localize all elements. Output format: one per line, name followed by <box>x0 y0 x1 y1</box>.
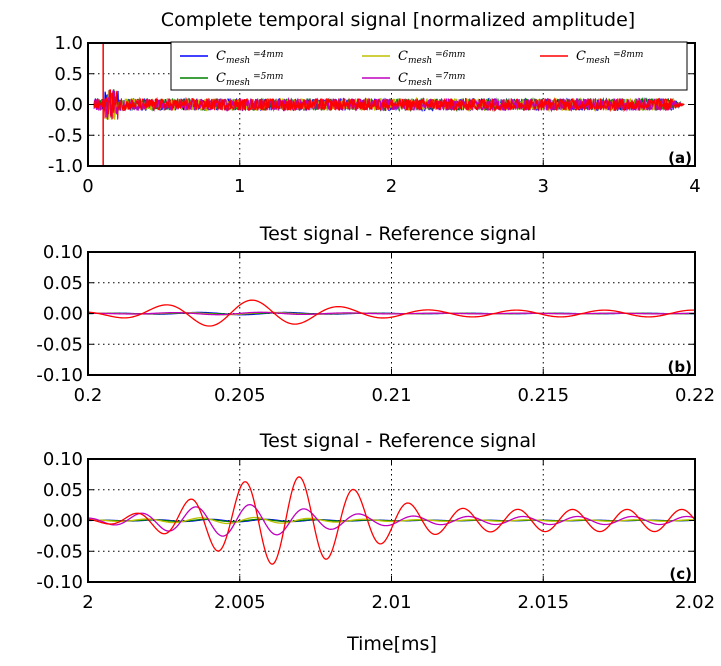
x-tick-label: 2 <box>386 176 397 197</box>
y-tick-label: -0.10 <box>36 572 83 593</box>
chart-title-c: Test signal - Reference signal <box>259 430 537 452</box>
series-line-c <box>87 503 696 537</box>
x-tick-label: 2 <box>82 592 93 613</box>
x-tick-label: 2.015 <box>517 592 569 613</box>
chart-title-b: Test signal - Reference signal <box>259 223 537 245</box>
y-tick-label: 0.0 <box>54 95 83 116</box>
x-tick-label: 4 <box>689 176 700 197</box>
legend-label: Cmesh =7mm <box>398 71 465 88</box>
x-ticks-b: 0.2 0.205 0.21 0.215 0.22 <box>74 252 715 406</box>
series-line-b <box>87 299 696 327</box>
series-line-c <box>87 516 696 525</box>
panel-a: Complete temporal signal [normalized amp… <box>48 9 701 197</box>
plot-area-c <box>87 476 696 565</box>
legend-label: Cmesh =5mm <box>216 71 283 88</box>
y-ticks-c: 0.10 0.05 0.00 -0.05 -0.10 <box>36 449 695 593</box>
panel-label-c: (c) <box>669 565 692 583</box>
x-tick-label: 0.2 <box>74 385 103 406</box>
legend-label: Cmesh =6mm <box>398 49 465 66</box>
x-tick-label: 0.21 <box>371 385 411 406</box>
y-tick-label: -0.05 <box>36 334 83 355</box>
y-tick-label: -0.10 <box>36 365 83 386</box>
series-line-c <box>87 476 696 565</box>
legend-frame <box>170 41 688 91</box>
x-tick-label: 0.22 <box>675 385 715 406</box>
panel-label-b: (b) <box>668 358 692 376</box>
plot-area-a <box>93 43 685 166</box>
x-ticks-c: 2 2.005 2.01 2.015 2.02 <box>82 459 715 613</box>
y-ticks-b: 0.10 0.05 0.00 -0.05 -0.10 <box>36 242 695 386</box>
legend: Cmesh =4mm Cmesh =5mm Cmesh =6mm Cmesh =7mm… <box>170 41 688 91</box>
y-tick-label: 0.05 <box>43 273 83 294</box>
y-tick-label: 0.10 <box>43 449 83 470</box>
x-tick-label: 2.01 <box>371 592 411 613</box>
x-axis-label: Time[ms] <box>346 633 437 655</box>
y-tick-label: 0.00 <box>43 304 83 325</box>
series-line-a <box>93 89 685 120</box>
legend-label: Cmesh =8mm <box>576 49 643 66</box>
x-tick-label: 0 <box>82 176 93 197</box>
plot-area-b <box>87 299 696 327</box>
legend-label: Cmesh =4mm <box>216 49 283 66</box>
y-tick-label: -0.5 <box>48 125 83 146</box>
panel-b: Test signal - Reference signal 0.100.050… <box>36 223 715 406</box>
panel-label-a: (a) <box>668 149 692 167</box>
y-tick-label: 1.0 <box>54 33 83 54</box>
x-tick-label: 0.215 <box>517 385 569 406</box>
y-tick-label: 0.10 <box>43 242 83 263</box>
x-tick-label: 0.205 <box>214 385 266 406</box>
y-tick-label: 0.5 <box>54 64 83 85</box>
y-ticks-a: 1.0 0.5 0.0 -0.5 -1.0 <box>48 33 695 177</box>
x-tick-label: 2.02 <box>675 592 715 613</box>
y-tick-label: 0.00 <box>43 511 83 532</box>
y-tick-label: 0.05 <box>43 480 83 501</box>
panel-c: Test signal - Reference signal 0.100.050… <box>36 430 715 655</box>
series-line-b <box>88 311 696 316</box>
x-tick-label: 2.005 <box>214 592 266 613</box>
x-tick-label: 3 <box>538 176 549 197</box>
chart-title: Complete temporal signal [normalized amp… <box>161 9 635 31</box>
y-tick-label: -1.0 <box>48 156 83 177</box>
y-tick-label: -0.05 <box>36 541 83 562</box>
x-tick-label: 1 <box>234 176 245 197</box>
